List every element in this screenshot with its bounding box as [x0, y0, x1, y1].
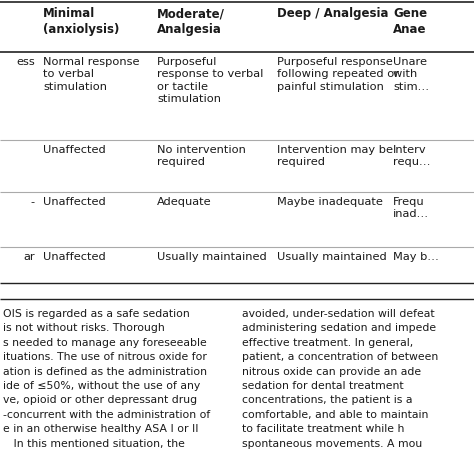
Text: Unaffected: Unaffected — [43, 145, 106, 155]
Text: Normal response
to verbal
stimulation: Normal response to verbal stimulation — [43, 57, 139, 92]
Text: OIS is regarded as a safe sedation
is not without risks. Thorough
s needed to ma: OIS is regarded as a safe sedation is no… — [3, 309, 210, 448]
Text: -: - — [31, 197, 35, 207]
Text: Unaffected: Unaffected — [43, 252, 106, 262]
Text: ar: ar — [23, 252, 35, 262]
Text: Adequate: Adequate — [157, 197, 211, 207]
Text: Frequ
inad…: Frequ inad… — [393, 197, 429, 219]
Text: Unaffected: Unaffected — [43, 197, 106, 207]
Text: avoided, under-sedation will defeat
administering sedation and impede
effective : avoided, under-sedation will defeat admi… — [242, 309, 438, 448]
Text: Usually maintained: Usually maintained — [277, 252, 387, 262]
Text: Maybe inadequate: Maybe inadequate — [277, 197, 383, 207]
Text: Minimal
(anxiolysis): Minimal (anxiolysis) — [43, 7, 119, 36]
Text: Purposeful
response to verbal
or tactile
stimulation: Purposeful response to verbal or tactile… — [157, 57, 264, 104]
Text: May b…: May b… — [393, 252, 439, 262]
Text: No intervention
required: No intervention required — [157, 145, 246, 167]
Text: Purposeful response
following repeated or
painful stimulation: Purposeful response following repeated o… — [277, 57, 399, 92]
Text: Deep / Analgesia: Deep / Analgesia — [277, 7, 389, 20]
Text: Unare
with 
stim…: Unare with stim… — [393, 57, 429, 92]
Text: Interv
requ…: Interv requ… — [393, 145, 430, 167]
Text: Intervention may be
required: Intervention may be required — [277, 145, 393, 167]
Text: Gene
Anae: Gene Anae — [393, 7, 427, 36]
Text: Usually maintained: Usually maintained — [157, 252, 267, 262]
Text: Moderate/
Analgesia: Moderate/ Analgesia — [157, 7, 225, 36]
Text: ess: ess — [16, 57, 35, 67]
